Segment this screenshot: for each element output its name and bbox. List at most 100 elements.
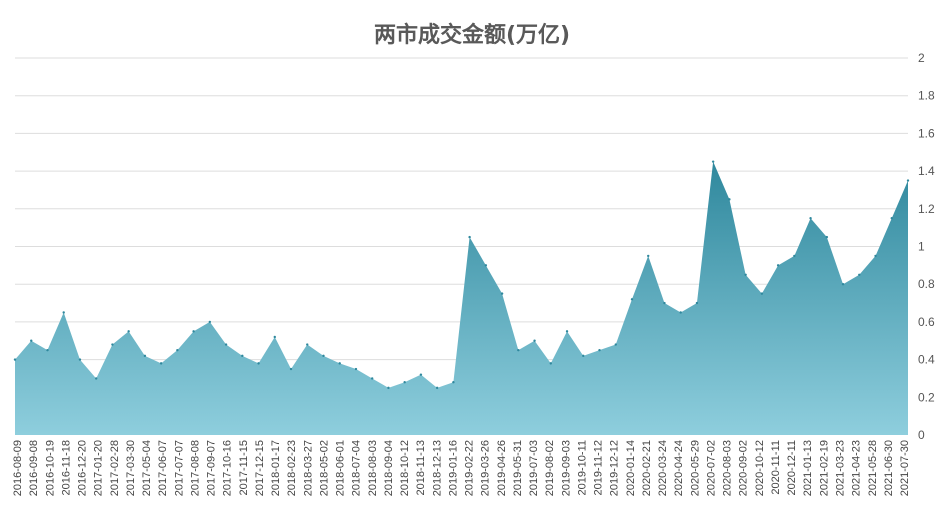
- data-point: [744, 273, 747, 276]
- data-point: [419, 373, 423, 376]
- data-point: [208, 320, 212, 324]
- x-tick-label: 2020-02-21: [641, 440, 653, 496]
- data-point: [533, 339, 536, 342]
- data-point: [825, 235, 829, 239]
- x-tick-label: 2021-04-23: [851, 440, 863, 496]
- x-tick-label: 2019-08-02: [544, 440, 556, 496]
- data-point: [94, 377, 98, 380]
- y-tick-label: 0.4: [918, 353, 935, 367]
- x-tick-label: 2016-12-20: [77, 440, 89, 496]
- x-tick-label: 2020-10-12: [754, 440, 766, 496]
- x-tick-label: 2016-10-19: [44, 440, 56, 496]
- x-tick-label: 2018-08-03: [367, 440, 379, 496]
- data-point: [760, 292, 764, 295]
- x-tick-label: 2017-03-30: [125, 440, 137, 496]
- x-tick-label: 2021-01-13: [802, 440, 814, 496]
- gridlines: [15, 57, 908, 398]
- data-point: [403, 381, 406, 384]
- x-tick-label: 2017-09-07: [206, 440, 218, 496]
- x-tick-label: 2017-07-07: [173, 440, 185, 496]
- data-point: [484, 264, 488, 267]
- x-tick-label: 2017-05-04: [141, 440, 153, 496]
- data-point: [793, 254, 796, 258]
- data-point: [289, 367, 293, 371]
- x-tick-label: 2016-09-08: [28, 440, 40, 496]
- x-tick-label: 2019-03-26: [480, 440, 492, 496]
- y-tick-label: 1.2: [918, 202, 935, 216]
- y-tick-label: 1.8: [918, 89, 935, 103]
- data-point: [695, 301, 699, 305]
- data-point: [809, 217, 812, 220]
- data-point: [322, 354, 325, 358]
- x-tick-label: 2017-01-20: [93, 440, 105, 496]
- x-tick-label: 2018-12-13: [431, 440, 443, 496]
- x-tick-label: 2019-12-12: [609, 440, 621, 496]
- data-point: [906, 179, 910, 182]
- data-point: [143, 354, 147, 358]
- data-point: [582, 354, 585, 358]
- data-point: [62, 311, 65, 314]
- data-point: [500, 292, 504, 295]
- x-tick-label: 2017-10-16: [222, 440, 234, 496]
- data-point: [549, 362, 552, 365]
- x-tick-label: 2020-03-24: [657, 440, 669, 496]
- data-point: [663, 301, 666, 305]
- y-tick-label: 1.4: [918, 164, 935, 178]
- x-tick-label: 2020-11-11: [770, 440, 782, 495]
- x-tick-label: 2018-01-17: [270, 440, 282, 496]
- data-point: [176, 348, 179, 352]
- x-tick-label: 2020-04-24: [673, 440, 685, 496]
- x-tick-label: 2020-07-02: [705, 440, 717, 496]
- x-tick-label: 2019-10-11: [576, 440, 588, 495]
- x-tick-label: 2018-07-04: [351, 440, 363, 496]
- data-point: [711, 160, 715, 163]
- x-tick-label: 2019-11-12: [593, 440, 605, 495]
- series-area-layer: [13, 160, 910, 435]
- x-tick-label: 2021-02-19: [818, 440, 830, 496]
- x-tick-label: 2017-08-08: [189, 440, 201, 496]
- data-point: [614, 343, 617, 346]
- x-tick-label: 2019-07-03: [528, 440, 540, 496]
- y-tick-label: 2: [918, 51, 925, 65]
- x-tick-label: 2020-01-14: [625, 440, 637, 496]
- data-point: [841, 283, 845, 286]
- data-point: [858, 273, 861, 276]
- x-tick-label: 2021-05-28: [867, 440, 879, 496]
- y-axis-ticks: 0 0.2 0.4 0.6 0.8 1 1.2 1.4 1.6 1.8 2: [918, 51, 935, 442]
- x-tick-label: 2017-02-28: [109, 440, 121, 496]
- x-tick-label: 2019-05-31: [512, 440, 524, 496]
- data-point: [890, 217, 893, 220]
- y-tick-label: 0: [918, 428, 925, 442]
- y-tick-label: 1.6: [918, 126, 935, 140]
- x-tick-label: 2020-05-29: [689, 440, 701, 496]
- x-tick-label: 2019-04-26: [496, 440, 508, 496]
- data-point: [647, 254, 650, 258]
- data-point: [30, 339, 33, 342]
- data-point: [874, 254, 877, 258]
- data-point: [273, 335, 276, 339]
- x-tick-label: 2018-09-04: [383, 440, 395, 496]
- data-point: [452, 381, 455, 384]
- x-tick-label: 2018-11-13: [415, 440, 427, 495]
- data-point: [598, 348, 601, 352]
- x-tick-label: 2018-10-12: [399, 440, 411, 496]
- data-point: [241, 354, 244, 358]
- x-tick-label: 2020-08-03: [722, 440, 734, 496]
- data-point: [517, 348, 520, 352]
- data-point: [776, 264, 780, 267]
- x-tick-label: 2016-08-09: [12, 440, 24, 496]
- y-tick-label: 1: [918, 240, 925, 254]
- data-point: [78, 358, 82, 361]
- x-tick-label: 2017-12-15: [254, 440, 266, 496]
- data-point: [630, 298, 634, 301]
- data-point: [159, 362, 163, 365]
- data-point: [728, 198, 731, 201]
- x-tick-label: 2020-12-11: [786, 440, 798, 495]
- x-tick-label: 2019-01-16: [447, 440, 459, 496]
- data-point: [224, 343, 228, 346]
- x-tick-label: 2016-11-18: [60, 440, 72, 495]
- chart-title: 两市成交金额(万亿): [374, 22, 570, 48]
- data-point: [679, 311, 682, 314]
- data-point: [306, 343, 309, 346]
